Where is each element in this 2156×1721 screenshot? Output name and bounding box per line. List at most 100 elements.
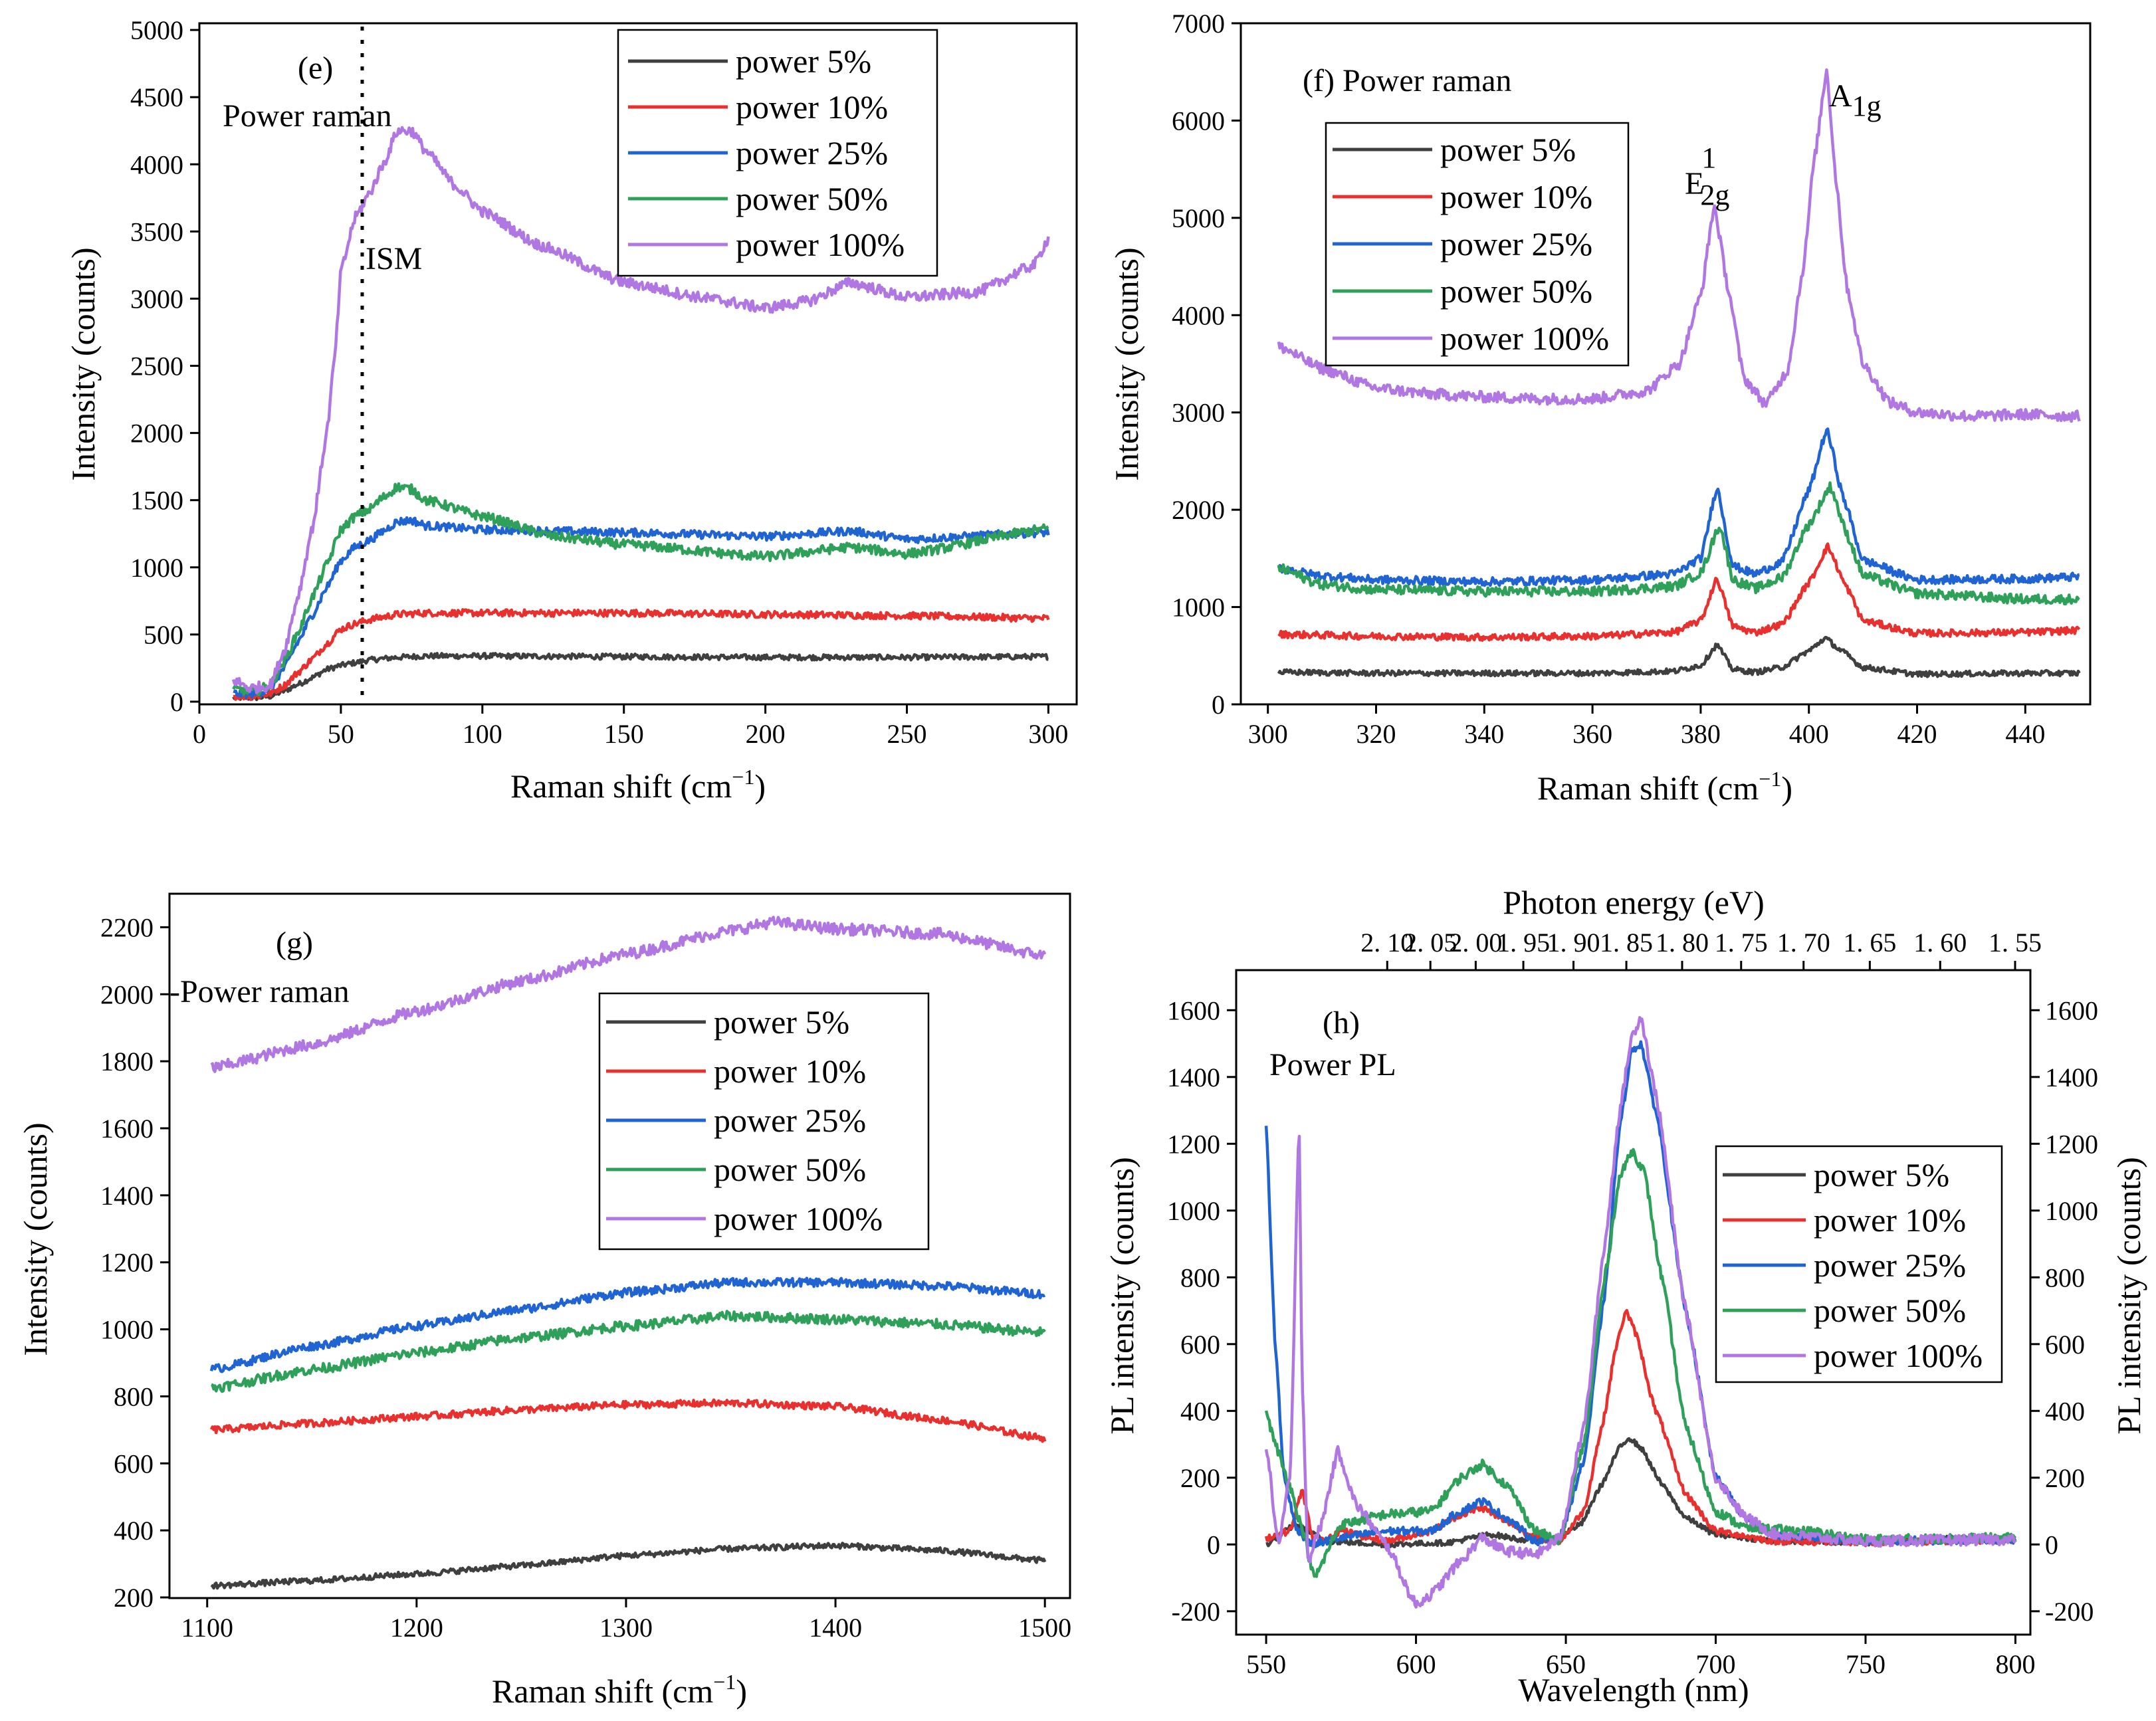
y-tick-label: 1000 [130,553,183,583]
y-tick-label: 1400 [100,1181,154,1211]
y-right-tick-label: 400 [2045,1396,2085,1426]
top-tick-label: 2. 00 [1449,928,1502,958]
x-tick-label: 0 [193,719,206,749]
y-right-tick-label: 600 [2045,1330,2085,1360]
panel-e-ism-label: ISM [366,241,422,276]
y-tick-label: 3000 [1172,398,1225,428]
panel-e-panel-label: (e) [298,51,333,86]
top-tick-label: 1. 60 [1913,928,1967,958]
y-tick-label: 2000 [100,979,154,1009]
panel-h-series [1264,1016,2017,1609]
x-tick-label: 650 [1546,1649,1586,1679]
x-tick-label: 1400 [809,1613,862,1643]
panel-g-series [209,916,1047,1590]
panel-e-ticks: 0 50 100 150 200 250 3000500100015002000250030… [130,15,1068,749]
legend-label: power 25% [736,134,888,171]
x-tick-label: 360 [1572,719,1612,749]
y-tick-label: 3500 [130,217,183,247]
y-right-tick-label: 1400 [2045,1063,2098,1092]
y-tick-label: 400 [114,1516,154,1546]
legend-label: power 25% [1440,225,1592,262]
series-line-5pct [1277,635,2081,678]
y-tick-label: 3000 [130,284,183,314]
x-tick-label: 600 [1396,1649,1436,1679]
panel-f-title: (f) Power raman [1303,63,1512,98]
series-line-5pct [232,652,1049,702]
panel-h-ticks: 550 600 650 700 750 800 -200 -200 0 0 200 200 400 400… [1167,928,2098,1679]
panel-e: 0 50 100 150 200 250 3000500100015002000250030… [64,15,1078,805]
legend-label: power 5% [1440,131,1576,168]
panel-g-legend-entries: power 5% power 10% power 25% power 50% power… [606,1003,883,1237]
series-line-50pct [211,1310,1046,1393]
top-tick-label: 1. 75 [1715,928,1768,958]
y-tick-label: 600 [1180,1330,1220,1360]
x-tick-label: 700 [1696,1649,1736,1679]
y-tick-label: 1800 [100,1047,154,1076]
top-tick-label: 1. 70 [1777,928,1830,958]
y-right-tick-label: 200 [2045,1463,2085,1493]
x-tick-label: 380 [1681,719,1721,749]
top-tick-label: 1. 90 [1547,928,1600,958]
series-line-5pct [210,1542,1047,1590]
series-line-100pct [210,916,1047,1073]
panel-f-series [1277,68,2081,678]
top-tick-label: 1. 65 [1843,928,1896,958]
legend-label: power 5% [736,43,871,80]
panel-e-x-axis-label: Raman shift (cm−1) [510,765,766,805]
y-right-tick-label: -200 [2045,1597,2094,1627]
y-right-tick-label: 1200 [2045,1129,2098,1159]
x-tick-label: 400 [1789,719,1829,749]
panel-h-y-axis-right-label: PL intensity (counts) [2110,1157,2147,1435]
y-tick-label: 0 [170,687,183,717]
series-line-100pct [231,126,1050,694]
legend-label: power 50% [736,180,888,217]
y-tick-label: 1200 [100,1248,154,1278]
panel-h-frame [1235,969,2032,1636]
legend-label: power 50% [1440,272,1592,310]
series-line-10pct [209,1398,1047,1443]
y-tick-label: 1000 [100,1315,154,1345]
x-tick-label: 1100 [181,1613,233,1643]
panel-h-top-axis-label: Photon energy (eV) [1503,884,1764,921]
panel-f-y-axis-label: Intensity (counts) [1108,247,1145,480]
y-tick-label: 2500 [130,352,183,381]
series-line-100pct [1277,68,2081,423]
panel-h-title: Power PL [1269,1047,1396,1082]
legend-label: power 5% [714,1003,849,1041]
series-line-10pct [233,608,1050,701]
panel-f-frame [1240,22,2092,706]
panel-h-legend-entries: power 5% power 10% power 25% power 50% power… [1723,1156,1983,1374]
y-tick-label: 1400 [1167,1063,1220,1092]
panel-g: 1100 1200 1300 1400 1500 200 400 600 800 1000 1200… [17,892,1071,1710]
x-tick-label: 340 [1464,719,1504,749]
x-tick-label: 750 [1846,1649,1886,1679]
panel-h-x-axis-label: Wavelength (nm) [1518,1671,1749,1708]
x-tick-label: 1300 [599,1613,653,1643]
y-tick-label: 0 [1212,690,1225,720]
panel-f-ticks: 300 320 340 360 380 400 420 440 0 1000 2000 3000 400… [1172,9,2045,749]
x-tick-label: 550 [1246,1649,1286,1679]
panel-e-legend-entries: power 5% power 10% power 25% power 50% power… [628,43,905,263]
series-line-50pct [232,482,1049,696]
legend-label: power 100% [1440,320,1609,357]
x-tick-label: 300 [1248,719,1288,749]
y-tick-label: 1500 [130,486,183,516]
x-tick-label: 50 [328,719,354,749]
legend-label: power 5% [1814,1156,1949,1193]
y-right-tick-label: 1000 [2045,1196,2098,1226]
y-tick-label: 2000 [130,419,183,449]
x-tick-label: 300 [1028,719,1068,749]
series-line-25pct [209,1276,1046,1373]
y-tick-label: 500 [144,620,183,650]
panel-f-peak-a1g: A1g [1829,78,1882,122]
panel-g-ticks: 1100 1200 1300 1400 1500 200 400 600 800 1000 1200… [100,912,1071,1643]
x-tick-label: 150 [604,719,644,749]
top-tick-label: 1. 80 [1656,928,1709,958]
x-tick-label: 320 [1356,719,1396,749]
y-tick-label: 4000 [130,150,183,179]
panel-f-x-axis-label: Raman shift (cm−1) [1537,767,1792,807]
panel-h: 550 600 650 700 750 800 -200 -200 0 0 200 200 400 400… [1103,884,2147,1708]
panel-g-y-axis-label: Intensity (counts) [17,1122,54,1356]
legend-label: power 50% [714,1151,866,1188]
y-tick-label: 4000 [1172,300,1225,330]
